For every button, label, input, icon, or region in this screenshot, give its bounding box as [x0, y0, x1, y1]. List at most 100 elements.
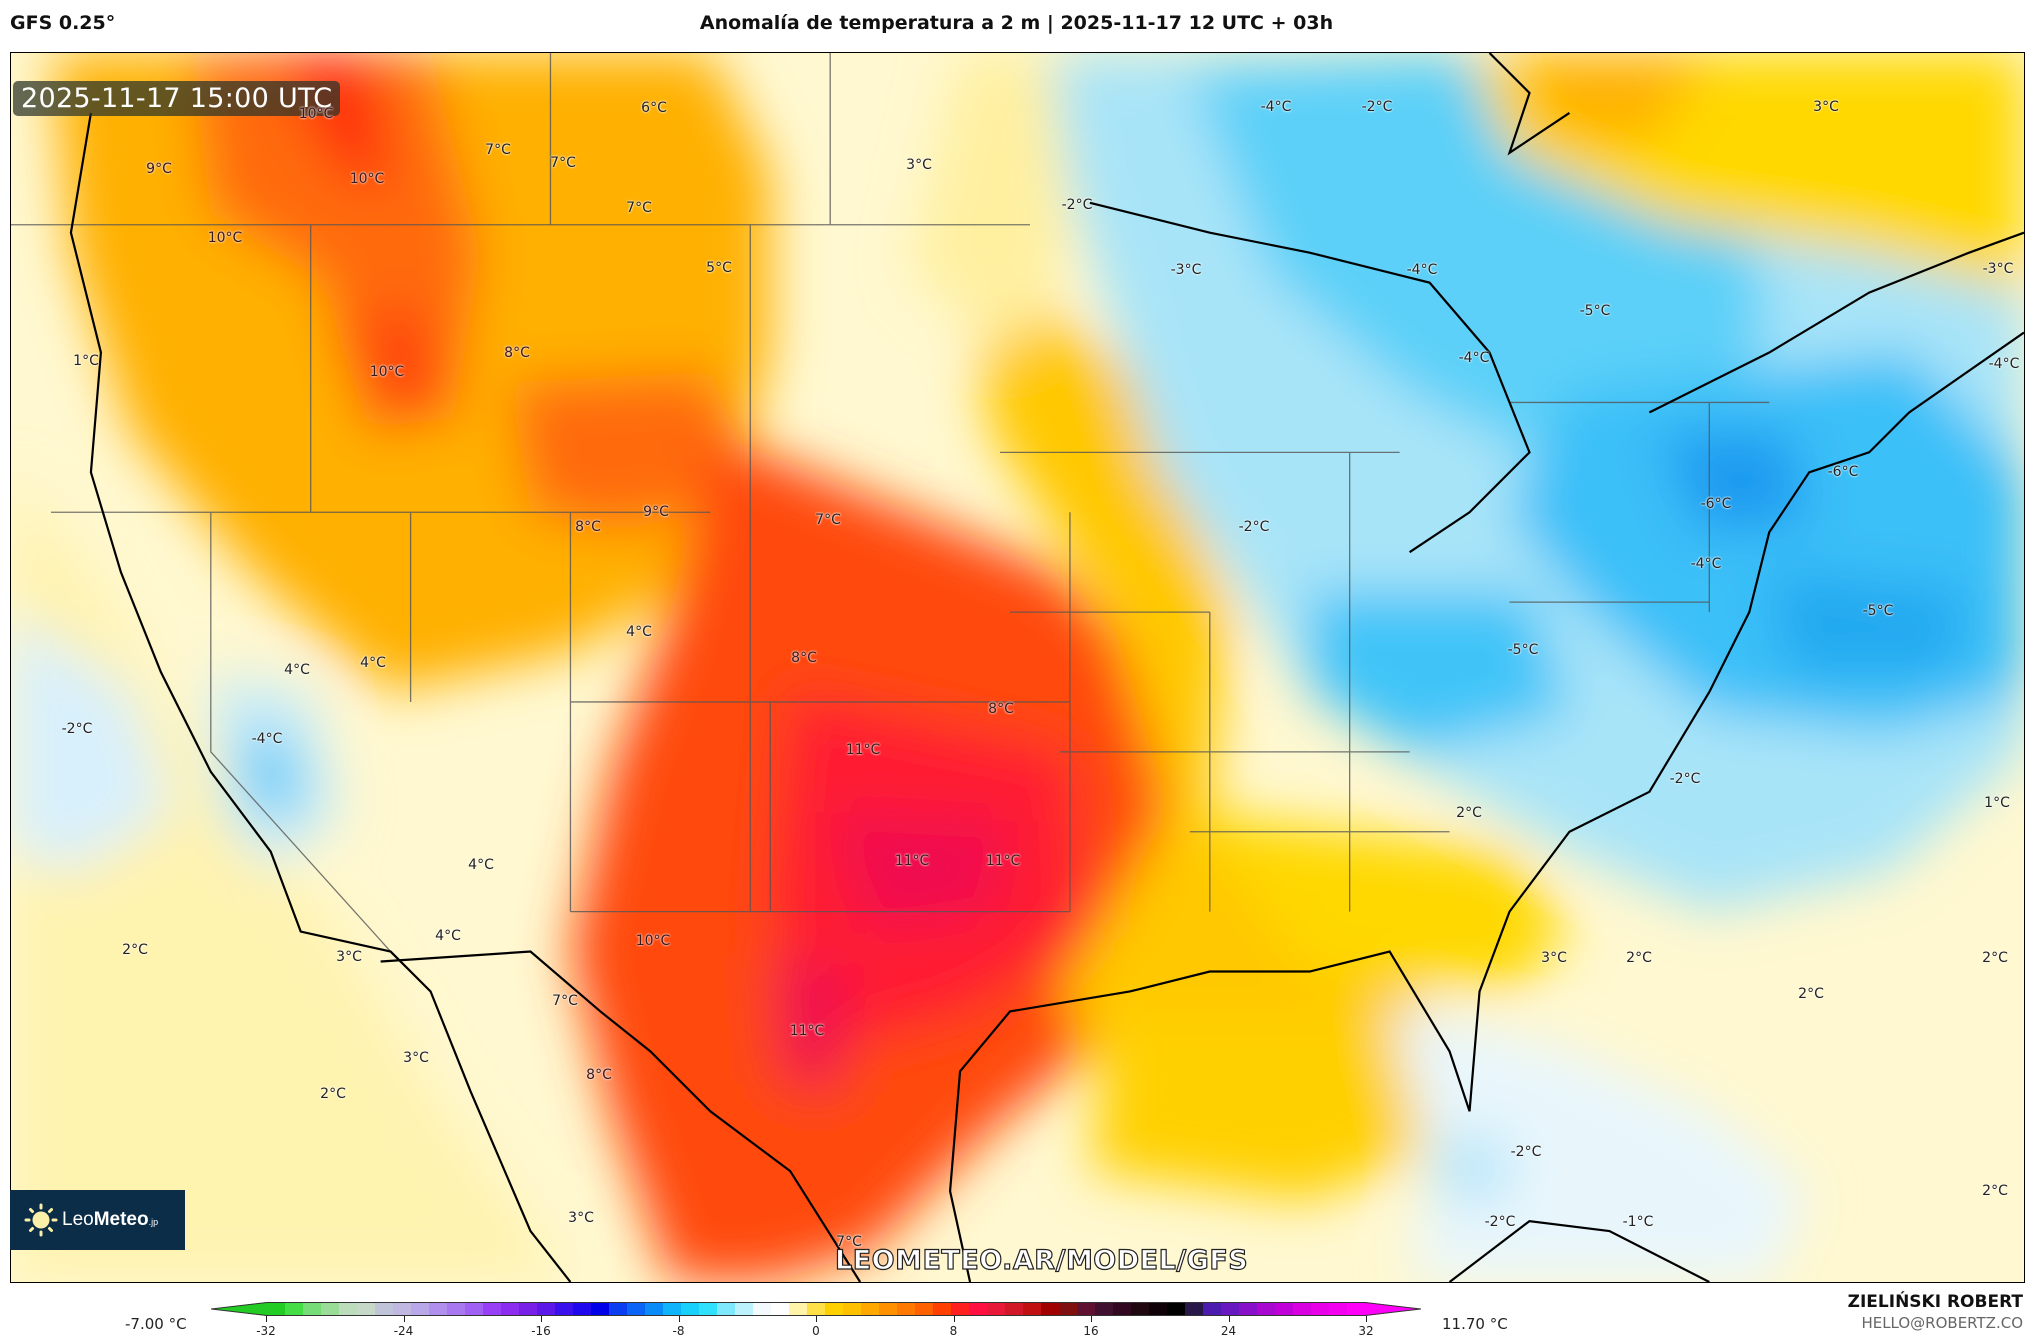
temperature-label: -2°C [1669, 771, 1701, 787]
colorbar-tick [1366, 1316, 1367, 1322]
colorbar-tick-label: 32 [1358, 1324, 1374, 1338]
logo-text-light: Leo [62, 1209, 94, 1230]
logo-text: LeoMeteo.jp [62, 1209, 158, 1231]
temperature-label: 9°C [643, 504, 669, 520]
temperature-label: 1°C [1984, 795, 2010, 811]
temperature-label: 7°C [552, 993, 578, 1009]
temperature-label: 7°C [815, 512, 841, 528]
temperature-label: 10°C [635, 933, 671, 949]
temperature-label: 6°C [641, 100, 667, 116]
temperature-label: 2°C [320, 1086, 346, 1102]
colorbar [211, 1302, 1421, 1316]
model-label: GFS 0.25° [10, 12, 116, 34]
temperature-label: -2°C [1238, 519, 1270, 535]
temperature-label: -4°C [1458, 350, 1490, 366]
temperature-label: -1°C [1622, 1214, 1654, 1230]
temperature-label: 8°C [586, 1067, 612, 1083]
temperature-label: -2°C [1484, 1214, 1516, 1230]
map-field [11, 53, 2024, 1282]
temperature-label: 2°C [1982, 1183, 2008, 1199]
temperature-label: -2°C [61, 721, 93, 737]
temperature-label: 2°C [1798, 986, 1824, 1002]
temperature-anomaly-map[interactable]: 2025-11-17 15:00 UTC 10°C 6°C 9°C 10°C 7°C 7°… [10, 52, 2025, 1283]
temperature-label: -2°C [1361, 99, 1393, 115]
colorbar-tick [403, 1316, 405, 1322]
colorbar-tick-label: 24 [1220, 1324, 1237, 1338]
temperature-label: 11°C [845, 742, 881, 758]
temperature-label: 7°C [836, 1234, 862, 1250]
map-title: Anomalía de temperatura a 2 m | 2025-11-… [699, 12, 1334, 34]
temperature-label: 10°C [369, 364, 405, 380]
temperature-label: 10°C [207, 230, 243, 246]
temperature-label: 2°C [122, 942, 148, 958]
colorbar-tick [541, 1316, 542, 1322]
temperature-label: -4°C [1690, 556, 1722, 572]
temperature-label: 8°C [988, 701, 1014, 717]
watermark-url[interactable]: LEOMETEO.AR/MODEL/GFS [834, 1244, 1249, 1276]
temperature-label: -6°C [1700, 496, 1732, 512]
temperature-label: 7°C [485, 142, 511, 158]
temperature-label: 10°C [349, 171, 385, 187]
temperature-label: 4°C [626, 624, 652, 640]
temperature-label: 8°C [575, 519, 601, 535]
temperature-label: 2°C [1456, 805, 1482, 821]
temperature-label: -5°C [1579, 303, 1611, 319]
colorbar-tick [953, 1316, 955, 1322]
colorbar-tick-label: 16 [1083, 1324, 1099, 1338]
colorbar-tick-label: -8 [672, 1324, 685, 1338]
logo-text-suffix: .jp [148, 1217, 159, 1227]
temperature-label: 3°C [568, 1210, 594, 1226]
colorbar-tick [266, 1316, 267, 1322]
temperature-label: -4°C [251, 731, 283, 747]
temperature-label: 3°C [403, 1050, 429, 1066]
temperature-label: 2°C [1982, 950, 2008, 966]
temperature-label: 4°C [468, 857, 494, 873]
colorbar-tick [678, 1316, 680, 1322]
colorbar-tick-label: 8 [949, 1324, 958, 1338]
temperature-label: -3°C [1982, 261, 2014, 277]
colorbar-tick-label: -16 [531, 1324, 551, 1338]
temperature-label: 3°C [1541, 950, 1567, 966]
temperature-label: -5°C [1507, 642, 1539, 658]
temperature-label: -2°C [1061, 197, 1093, 213]
temperature-label: -4°C [1406, 262, 1438, 278]
temperature-label: 3°C [906, 157, 932, 173]
logo-text-bold: Meteo [93, 1209, 149, 1230]
temperature-label: 3°C [336, 949, 362, 965]
colorbar-tick-label: -32 [256, 1324, 276, 1338]
state-borders [11, 53, 1770, 952]
temperature-label: 3°C [1813, 99, 1839, 115]
temperature-label: 8°C [504, 345, 530, 361]
temperature-label: -4°C [1260, 99, 1292, 115]
colorbar-min-label: -7.00 °C [125, 1315, 187, 1333]
temperature-label: -6°C [1827, 464, 1859, 480]
colorbar-tick-label: 0 [812, 1324, 820, 1338]
temperature-label: -3°C [1170, 262, 1202, 278]
temperature-label: 9°C [146, 161, 172, 177]
temperature-label: 7°C [626, 200, 652, 216]
sun-icon [24, 1203, 58, 1237]
temperature-label: 1°C [73, 353, 99, 369]
colorbar-tick-label: -24 [393, 1324, 414, 1338]
author-email[interactable]: HELLO@ROBERTZ.CO [1861, 1314, 2023, 1332]
temperature-label: 11°C [985, 853, 1021, 869]
temperature-label: 10°C [298, 106, 334, 122]
temperature-label: 8°C [791, 650, 817, 666]
coastlines [69, 53, 2024, 1282]
colorbar-tick [816, 1316, 817, 1322]
temperature-label: 4°C [284, 662, 310, 678]
temperature-label: -5°C [1862, 603, 1894, 619]
temperature-label: -2°C [1510, 1144, 1542, 1160]
author-name: ZIELIŃSKI ROBERT [1847, 1292, 2023, 1312]
temperature-label: 11°C [789, 1023, 825, 1039]
temperature-label: -4°C [1988, 356, 2020, 372]
temperature-label: 11°C [894, 853, 930, 869]
colorbar-tick [1228, 1316, 1230, 1322]
colorbar-tick [1091, 1316, 1092, 1322]
valid-time-badge: 2025-11-17 15:00 UTC [13, 81, 341, 116]
temperature-label: 4°C [360, 655, 386, 671]
temperature-label: 2°C [1626, 950, 1652, 966]
colorbar-max-label: 11.70 °C [1442, 1315, 1508, 1333]
temperature-label: 7°C [550, 155, 576, 171]
leometeo-logo[interactable]: LeoMeteo.jp [10, 1190, 185, 1250]
